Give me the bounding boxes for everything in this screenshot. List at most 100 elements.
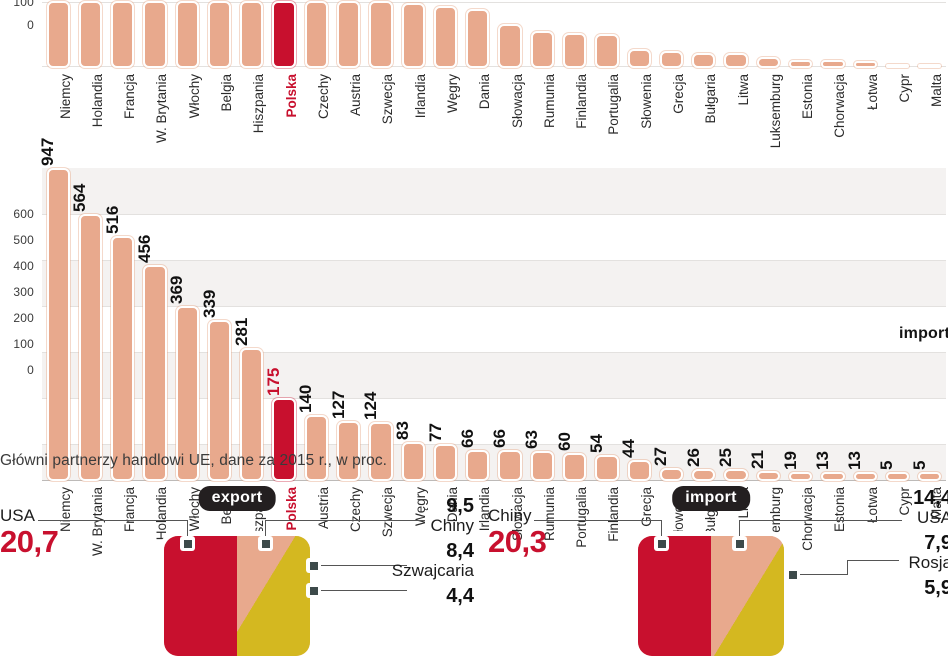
bar [918,64,942,68]
bar-value-label: 27 [651,447,671,467]
pie-segment-usa [164,536,237,656]
gridline [42,352,946,353]
leader-line-turcja [317,590,407,592]
bar [466,449,490,481]
bar-highlight [272,398,296,481]
bar [304,414,328,481]
bar-cell [236,0,268,68]
bar [207,320,232,481]
bar-cell [752,0,784,68]
bar-value-label: 66 [490,428,510,448]
export-fourth-value: 4,4 [446,585,474,607]
bar-cell: 175 [264,168,300,481]
chart-top-trade: 100 0 Niemcy Holandia Francja W. Brytania Wł… [0,0,948,148]
gridline [42,66,946,67]
leader-line-usa-vertical [187,520,189,544]
bar-cell [268,0,300,68]
bar-cell [688,0,720,68]
bar-value-label: 13 [812,450,832,470]
export-left-value: 20,7 [0,523,59,559]
bar [337,0,361,68]
leader-line-usa [38,520,188,522]
bar-cell: 124 [361,168,397,481]
bar-cell: 456 [135,168,171,481]
bar-cell: 26 [684,168,720,481]
bar [78,213,103,481]
bar-value-label: 175 [264,367,284,397]
bar-cell: 339 [199,168,235,481]
bar-cell: 63 [522,168,558,481]
bar-value-label: 54 [586,434,606,454]
bar-value-label: 63 [522,430,542,450]
y-axis-tick: 0 [27,363,34,377]
bar [724,469,748,481]
bar-cell [74,0,106,68]
bar-value-label: 13 [845,450,865,470]
bar-cell: 66 [458,168,494,481]
bar-cell [203,0,235,68]
gridline [42,260,946,261]
bar [498,23,522,68]
bar-cell: 54 [587,168,623,481]
grid-band [42,168,946,214]
pie-handle-turcja[interactable] [306,583,321,598]
pie-handle-usa[interactable] [180,536,195,551]
bar [918,471,942,481]
bar [46,168,70,481]
pie-handle-szwajcaria[interactable] [306,558,321,573]
axis-baseline [42,480,946,481]
gridline [42,306,946,307]
bar-cell: 947 [38,138,74,481]
gridline [42,2,946,3]
bar [756,471,780,481]
bar-cell: 140 [296,168,332,481]
pie-segment-switzerland [237,536,310,656]
leader-line-chiny [534,520,662,522]
import-label-usa: 14,4 USA [913,488,948,528]
export-tag-badge: export [198,486,276,511]
chart-bottom-bars: 947 564 516 456 369 339 281 175 140 127 124 83 77 66 6… [38,138,946,481]
export-chiny-name: Chiny [430,516,474,535]
bar-cell: 281 [232,168,268,481]
export-label-chiny: 9,5 Chiny [431,496,474,536]
import-tag-badge: import [672,486,750,511]
bar-cell [526,0,558,68]
bar-value-label: 339 [199,289,219,319]
pie-handle-chiny[interactable] [654,536,669,551]
pie-handle-chiny[interactable] [258,536,273,551]
bar-cell: 27 [651,168,687,481]
bar-cell [914,0,946,68]
import-label-left: Chiny 20,3 [488,506,547,558]
bar [175,0,199,68]
bar-cell [623,0,655,68]
import-label-rosja: 7,9 Rosja [909,533,948,573]
chart-top-plot [42,0,946,68]
bar-value-label: 83 [393,420,413,440]
bar-cell [139,0,171,68]
y-axis-tick: 0 [27,18,34,32]
leader-line-szwajcaria [317,565,407,567]
bar [724,52,748,68]
bar [821,59,845,68]
bar [821,471,845,481]
pie-handle-usa[interactable] [732,536,747,551]
bar [369,0,393,68]
bar [595,455,619,481]
y-axis-tick: 100 [13,0,34,9]
bar-value-label: 140 [296,384,316,413]
pie-handle-rosja[interactable] [785,567,800,582]
import-pie-shape [638,536,784,656]
bar [111,0,135,68]
bar-cell [365,0,397,68]
import-rosja-name: Rosja [908,553,948,572]
bar [692,468,716,481]
chart-bottom-series-label: import [899,325,948,342]
bar-value-label: 127 [328,390,348,419]
chart-top-bars [42,0,946,68]
export-szwajcaria-name: Szwajcaria [391,561,474,580]
bar [885,471,910,481]
import-usa-name: USA [917,508,948,527]
leader-line-chiny-vertical [265,520,267,544]
gridline [42,444,946,445]
